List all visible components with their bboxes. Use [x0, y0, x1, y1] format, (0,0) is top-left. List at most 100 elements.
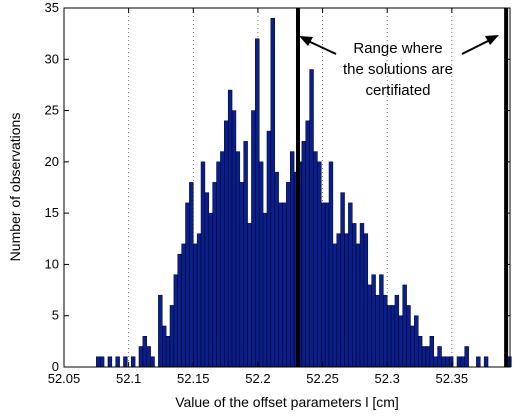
- histogram-bar: [158, 294, 163, 368]
- annotation-line-3: certifiated: [365, 82, 430, 99]
- histogram-bar: [115, 356, 120, 368]
- histogram-bar: [402, 284, 407, 368]
- histogram-bar: [321, 202, 326, 368]
- histogram-bar: [123, 356, 128, 368]
- histogram-bar: [177, 253, 182, 368]
- histogram-bar: [107, 356, 113, 368]
- histogram-bar: [328, 161, 334, 368]
- histogram-bar: [390, 305, 396, 368]
- x-tick-label: 52.35: [436, 371, 469, 386]
- histogram-bar: [216, 161, 221, 368]
- histogram-bar: [251, 110, 256, 368]
- histogram-bar: [383, 294, 388, 368]
- annotation: Range where the solutions are certifiate…: [299, 35, 499, 99]
- histogram-bar: [255, 38, 260, 368]
- histogram-bar: [258, 161, 264, 368]
- histogram-bar: [282, 202, 287, 368]
- histogram-bar: [235, 151, 241, 368]
- histogram-bar: [433, 356, 438, 368]
- x-tick-label: 52.3: [375, 371, 400, 386]
- histogram-bar: [445, 356, 450, 368]
- histogram-bar: [212, 182, 217, 368]
- histogram-bar: [173, 274, 179, 368]
- annotation-line-1: Range where: [353, 40, 442, 57]
- histogram-bar: [146, 346, 151, 368]
- arrow-left-icon: [299, 36, 337, 55]
- y-tick-labels: 0 5 10 15 20 25 30 35: [45, 0, 59, 374]
- histogram-bar: [483, 356, 489, 368]
- x-tick-label: 52.1: [116, 371, 141, 386]
- histogram-bar: [278, 202, 283, 368]
- histogram-bar: [371, 274, 376, 368]
- histogram-bar: [324, 202, 330, 368]
- y-tick-label: 25: [45, 103, 59, 118]
- histogram-bar: [208, 212, 213, 368]
- histogram-bar: [437, 346, 442, 368]
- y-tick-label: 30: [45, 51, 59, 66]
- histogram-bar: [243, 141, 248, 368]
- x-axis-label: Value of the offset parameters l [cm]: [175, 394, 399, 410]
- x-tick-labels: 52.05 52.1 52.15 52.2 52.25 52.3 52.35: [48, 371, 468, 386]
- histogram-bar: [386, 305, 392, 368]
- histogram-bar: [379, 274, 384, 368]
- histogram-bar: [200, 161, 206, 368]
- histogram-bar: [425, 346, 431, 368]
- histogram-bar: [165, 335, 171, 368]
- histogram-bar: [193, 243, 198, 368]
- histogram-bar: [363, 233, 369, 368]
- histogram-bar: [185, 202, 190, 368]
- histogram-bar: [464, 346, 469, 368]
- histogram-bar: [301, 141, 306, 368]
- y-axis-label: Number of observations: [7, 113, 23, 262]
- histogram-bar: [460, 356, 466, 368]
- plot-frame: [63, 7, 511, 368]
- histogram-bar: [448, 356, 454, 368]
- histogram-bar: [340, 192, 345, 368]
- histogram-bar: [161, 325, 167, 368]
- histogram-bar: [169, 305, 175, 368]
- histogram-bar: [352, 223, 357, 368]
- histogram-bar: [181, 243, 186, 368]
- histogram-bar: [332, 243, 338, 368]
- histogram-bar: [429, 335, 434, 368]
- histogram-bar: [289, 151, 295, 368]
- histogram-bar: [189, 182, 194, 368]
- histogram-bar: [305, 120, 310, 368]
- histogram-bar: [247, 223, 252, 368]
- histogram-bar: [406, 305, 411, 368]
- histogram-bar: [142, 335, 147, 368]
- histogram-bar: [359, 223, 365, 368]
- histogram-bar: [262, 212, 268, 368]
- arrow-right-icon: [461, 35, 499, 55]
- histogram-bar: [138, 346, 144, 368]
- histogram-bar: [196, 233, 202, 368]
- histogram-bar: [344, 233, 349, 368]
- x-tick-label: 52.05: [48, 371, 81, 386]
- histogram-bar: [456, 356, 462, 368]
- histogram-bar: [348, 202, 353, 368]
- histogram-bar: [224, 120, 229, 368]
- x-tick-label: 52.2: [245, 371, 270, 386]
- histogram-bar: [231, 110, 237, 368]
- histogram-bar: [96, 356, 101, 368]
- histogram-bar: [274, 171, 279, 368]
- x-tick-label: 52.25: [306, 371, 339, 386]
- histogram-bar: [309, 69, 314, 368]
- ticks-layer: [63, 7, 510, 368]
- histogram-bar: [286, 182, 291, 368]
- histogram-bar: [220, 151, 225, 368]
- histogram-bar: [410, 325, 415, 368]
- y-tick-label: 10: [45, 256, 59, 271]
- x-tick-label: 52.15: [177, 371, 210, 386]
- histogram-bar: [313, 151, 318, 368]
- histogram-bar: [421, 346, 427, 368]
- histogram-bar: [355, 243, 361, 368]
- annotation-line-2: the solutions are: [343, 61, 453, 78]
- y-tick-label: 0: [52, 359, 59, 374]
- histogram-bar: [270, 18, 275, 368]
- y-tick-label: 20: [45, 154, 59, 169]
- histogram-bar: [266, 130, 272, 368]
- y-tick-label: 15: [45, 205, 59, 220]
- histogram-bar: [398, 315, 403, 368]
